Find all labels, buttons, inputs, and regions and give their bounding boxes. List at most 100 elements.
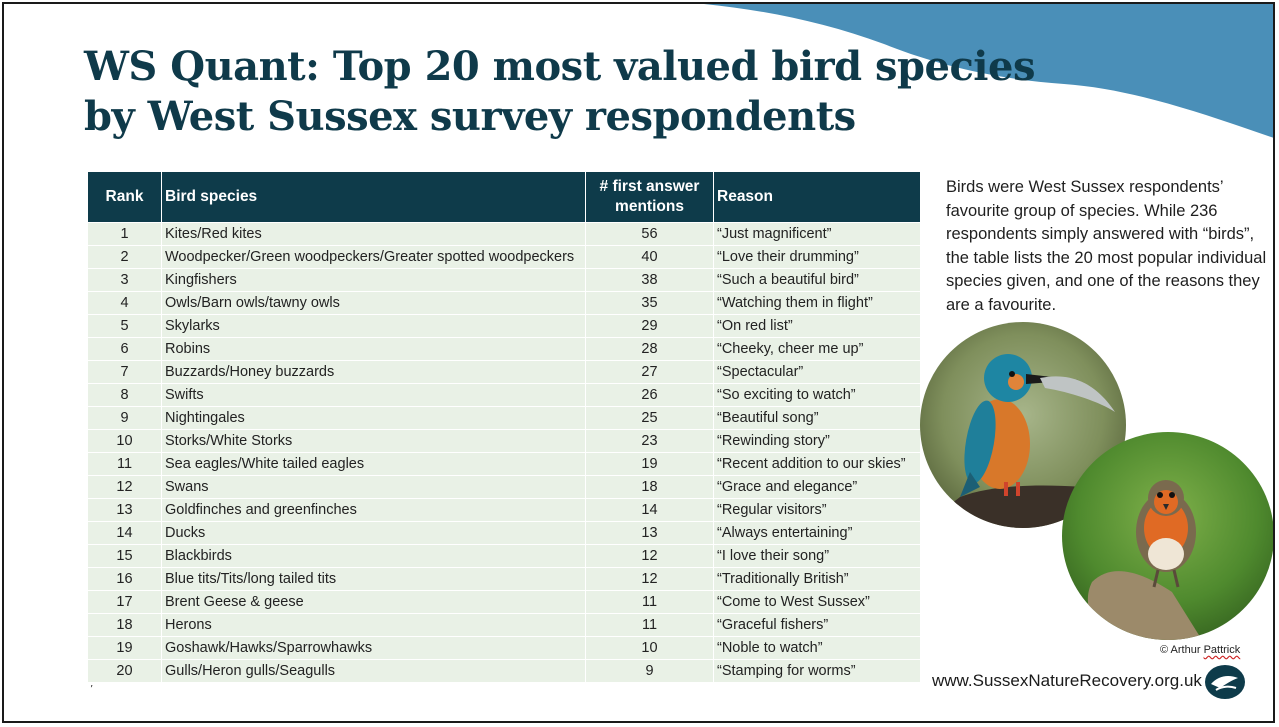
bird-logo-icon xyxy=(1205,665,1245,699)
cell-species: Buzzards/Honey buzzards xyxy=(162,360,586,383)
table-row: 10 Storks/White Storks 23 “Rewinding story” xyxy=(88,429,920,452)
robin-photo xyxy=(1062,432,1273,640)
table-row: 2 Woodpecker/Green woodpeckers/Greater sp… xyxy=(88,245,920,268)
header-species: Bird species xyxy=(162,172,586,222)
cell-reason: “I love their song” xyxy=(714,544,920,567)
table-row: 7 Buzzards/Honey buzzards 27 “Spectacular” xyxy=(88,360,920,383)
cell-mentions: 27 xyxy=(586,360,714,383)
title-line-2: by West Sussex survey respondents xyxy=(84,93,856,140)
cell-reason: “Recent addition to our skies” xyxy=(714,452,920,475)
cell-species: Storks/White Storks xyxy=(162,429,586,452)
cell-mentions: 56 xyxy=(586,222,714,245)
cell-reason: “Rewinding story” xyxy=(714,429,920,452)
table-row: 5 Skylarks 29 “On red list” xyxy=(88,314,920,337)
decorative-wave xyxy=(704,4,1273,138)
cell-reason: “Such a beautiful bird” xyxy=(714,268,920,291)
cell-mentions: 29 xyxy=(586,314,714,337)
cell-reason: “Stamping for worms” xyxy=(714,659,920,682)
table-row: 3 Kingfishers 38 “Such a beautiful bird” xyxy=(88,268,920,291)
cell-species: Swifts xyxy=(162,383,586,406)
table-row: 9 Nightingales 25 “Beautiful song” xyxy=(88,406,920,429)
header-mentions: # first answer mentions xyxy=(586,172,714,222)
header-mentions-line-2: mentions xyxy=(615,198,684,215)
cell-reason: “Beautiful song” xyxy=(714,406,920,429)
table-row: 8 Swifts 26 “So exciting to watch” xyxy=(88,383,920,406)
cell-rank: 19 xyxy=(88,636,162,659)
cell-rank: 5 xyxy=(88,314,162,337)
cell-reason: “Cheeky, cheer me up” xyxy=(714,337,920,360)
cell-mentions: 14 xyxy=(586,498,714,521)
website-link[interactable]: www.SussexNatureRecovery.org.uk xyxy=(932,671,1202,690)
cell-mentions: 10 xyxy=(586,636,714,659)
photo-credit: © Arthur Pattrick xyxy=(1160,644,1240,656)
title-line-1: WS Quant: Top 20 most valued bird specie… xyxy=(84,43,1035,90)
bird-species-table: Rank Bird species # first answer mention… xyxy=(88,172,920,682)
cell-mentions: 26 xyxy=(586,383,714,406)
cell-rank: 13 xyxy=(88,498,162,521)
cell-rank: 9 xyxy=(88,406,162,429)
table-row: 14 Ducks 13 “Always entertaining” xyxy=(88,521,920,544)
cell-species: Goldfinches and greenfinches xyxy=(162,498,586,521)
credit-prefix: © Arthur xyxy=(1160,644,1204,656)
cell-mentions: 23 xyxy=(586,429,714,452)
cell-species: Sea eagles/White tailed eagles xyxy=(162,452,586,475)
cell-reason: “On red list” xyxy=(714,314,920,337)
cell-mentions: 28 xyxy=(586,337,714,360)
cell-rank: 11 xyxy=(88,452,162,475)
cell-rank: 1 xyxy=(88,222,162,245)
cell-species: Kingfishers xyxy=(162,268,586,291)
cell-reason: “Spectacular” xyxy=(714,360,920,383)
table-row: 11 Sea eagles/White tailed eagles 19 “Recen… xyxy=(88,452,920,475)
footer-mark: ’ xyxy=(90,684,94,695)
page-title: WS Quant: Top 20 most valued bird specie… xyxy=(84,42,1035,142)
cell-reason: “So exciting to watch” xyxy=(714,383,920,406)
cell-species: Herons xyxy=(162,613,586,636)
cell-rank: 8 xyxy=(88,383,162,406)
cell-mentions: 38 xyxy=(586,268,714,291)
cell-reason: “Always entertaining” xyxy=(714,521,920,544)
cell-mentions: 12 xyxy=(586,567,714,590)
cell-species: Nightingales xyxy=(162,406,586,429)
table-body: 1 Kites/Red kites 56 “Just magnificent” 2 Woo… xyxy=(88,222,920,682)
header-rank: Rank xyxy=(88,172,162,222)
cell-species: Swans xyxy=(162,475,586,498)
cell-rank: 3 xyxy=(88,268,162,291)
cell-species: Kites/Red kites xyxy=(162,222,586,245)
cell-species: Gulls/Heron gulls/Seagulls xyxy=(162,659,586,682)
cell-mentions: 12 xyxy=(586,544,714,567)
table-row: 20 Gulls/Heron gulls/Seagulls 9 “Stamping f… xyxy=(88,659,920,682)
cell-reason: “Graceful fishers” xyxy=(714,613,920,636)
cell-reason: “Grace and elegance” xyxy=(714,475,920,498)
credit-name: Pattrick xyxy=(1203,644,1241,656)
cell-rank: 4 xyxy=(88,291,162,314)
table-row: 6 Robins 28 “Cheeky, cheer me up” xyxy=(88,337,920,360)
cell-rank: 14 xyxy=(88,521,162,544)
cell-rank: 16 xyxy=(88,567,162,590)
cell-mentions: 19 xyxy=(586,452,714,475)
cell-species: Blue tits/Tits/long tailed tits xyxy=(162,567,586,590)
cell-reason: “Just magnificent” xyxy=(714,222,920,245)
cell-reason: “Watching them in flight” xyxy=(714,291,920,314)
cell-rank: 15 xyxy=(88,544,162,567)
table-row: 12 Swans 18 “Grace and elegance” xyxy=(88,475,920,498)
header-mentions-line-1: # first answer xyxy=(599,178,700,195)
cell-species: Owls/Barn owls/tawny owls xyxy=(162,291,586,314)
robin-illustration xyxy=(1062,432,1273,640)
cell-rank: 7 xyxy=(88,360,162,383)
cell-mentions: 25 xyxy=(586,406,714,429)
cell-reason: “Regular visitors” xyxy=(714,498,920,521)
table-row: 17 Brent Geese & geese 11 “Come to West Sus… xyxy=(88,590,920,613)
cell-mentions: 13 xyxy=(586,521,714,544)
header-reason: Reason xyxy=(714,172,920,222)
cell-species: Brent Geese & geese xyxy=(162,590,586,613)
cell-species: Ducks xyxy=(162,521,586,544)
cell-mentions: 18 xyxy=(586,475,714,498)
table-row: 15 Blackbirds 12 “I love their song” xyxy=(88,544,920,567)
cell-rank: 10 xyxy=(88,429,162,452)
cell-reason: “Love their drumming” xyxy=(714,245,920,268)
cell-species: Blackbirds xyxy=(162,544,586,567)
cell-rank: 2 xyxy=(88,245,162,268)
cell-mentions: 40 xyxy=(586,245,714,268)
cell-rank: 6 xyxy=(88,337,162,360)
